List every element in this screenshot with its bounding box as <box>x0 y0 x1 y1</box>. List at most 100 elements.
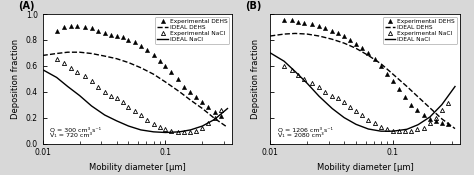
Experimental DEHS <box>157 60 163 62</box>
Experimental DEHS <box>433 120 439 122</box>
Experimental DEHS <box>200 101 205 103</box>
Experimental NaCl <box>120 101 126 103</box>
IDEAL NaCl <box>114 120 119 122</box>
Experimental DEHS <box>359 47 365 49</box>
Experimental NaCl <box>82 75 88 77</box>
IDEAL NaCl <box>40 69 46 71</box>
Line: Experimental DEHS: Experimental DEHS <box>282 18 450 126</box>
IDEAL DEHS <box>200 107 205 110</box>
Experimental NaCl <box>212 117 218 119</box>
IDEAL NaCl <box>77 94 82 97</box>
Experimental DEHS <box>289 19 295 22</box>
IDEAL NaCl <box>163 131 168 134</box>
IDEAL NaCl <box>188 129 193 131</box>
Experimental DEHS <box>89 27 94 29</box>
Text: Q = 300 cm³ s⁻¹
V₁ = 720 cm³: Q = 300 cm³ s⁻¹ V₁ = 720 cm³ <box>50 127 101 138</box>
Experimental NaCl <box>169 130 174 132</box>
Experimental NaCl <box>68 67 74 69</box>
Experimental NaCl <box>200 127 205 129</box>
IDEAL DEHS <box>188 99 193 101</box>
Experimental NaCl <box>193 130 199 132</box>
Experimental DEHS <box>310 23 315 25</box>
IDEAL DEHS <box>404 85 410 88</box>
Experimental NaCl <box>347 106 353 108</box>
X-axis label: Mobility diameter [μm]: Mobility diameter [μm] <box>317 163 413 172</box>
IDEAL DEHS <box>40 54 46 57</box>
Experimental NaCl <box>62 62 67 64</box>
Line: Experimental NaCl: Experimental NaCl <box>282 64 450 133</box>
IDEAL DEHS <box>282 33 287 35</box>
IDEAL NaCl <box>225 107 230 110</box>
IDEAL DEHS <box>65 51 71 53</box>
Experimental NaCl <box>365 119 371 121</box>
Experimental DEHS <box>132 41 137 44</box>
IDEAL DEHS <box>163 81 168 83</box>
IDEAL DEHS <box>102 55 108 57</box>
Line: Experimental DEHS: Experimental DEHS <box>55 24 223 118</box>
Experimental DEHS <box>175 78 181 80</box>
Experimental NaCl <box>402 130 408 132</box>
Experimental DEHS <box>439 122 445 124</box>
IDEAL NaCl <box>200 125 205 127</box>
Experimental NaCl <box>289 69 295 71</box>
IDEAL NaCl <box>404 128 410 130</box>
IDEAL NaCl <box>390 130 396 132</box>
Experimental DEHS <box>74 25 80 27</box>
Text: Q = 1206 cm³ s⁻¹
V₁ = 2080 cm³: Q = 1206 cm³ s⁻¹ V₁ = 2080 cm³ <box>278 127 333 138</box>
Experimental NaCl <box>108 94 114 97</box>
Experimental NaCl <box>54 58 60 60</box>
IDEAL NaCl <box>126 125 131 127</box>
Experimental DEHS <box>336 32 341 34</box>
Line: IDEAL DEHS: IDEAL DEHS <box>43 52 228 127</box>
IDEAL DEHS <box>378 63 384 65</box>
Experimental NaCl <box>427 122 433 124</box>
Experimental DEHS <box>62 26 67 28</box>
Experimental DEHS <box>322 27 328 29</box>
Experimental DEHS <box>282 19 287 22</box>
Experimental NaCl <box>409 130 414 132</box>
IDEAL NaCl <box>102 114 108 116</box>
Experimental DEHS <box>296 21 301 23</box>
Experimental DEHS <box>390 80 396 82</box>
Experimental DEHS <box>82 26 88 28</box>
Experimental NaCl <box>157 126 163 128</box>
IDEAL NaCl <box>292 71 298 73</box>
Experimental DEHS <box>218 115 224 117</box>
Experimental NaCl <box>181 131 187 133</box>
Experimental DEHS <box>102 32 108 34</box>
IDEAL DEHS <box>126 62 131 64</box>
Experimental NaCl <box>322 91 328 93</box>
IDEAL NaCl <box>415 124 421 126</box>
Line: IDEAL NaCl: IDEAL NaCl <box>43 70 228 132</box>
IDEAL NaCl <box>211 118 217 121</box>
Experimental NaCl <box>390 130 396 132</box>
Experimental DEHS <box>68 25 74 27</box>
IDEAL NaCl <box>316 95 322 97</box>
Experimental NaCl <box>433 117 439 119</box>
Y-axis label: Deposition fraction: Deposition fraction <box>251 39 260 119</box>
Experimental NaCl <box>282 65 287 67</box>
Experimental DEHS <box>409 104 414 106</box>
IDEAL DEHS <box>138 67 144 69</box>
IDEAL NaCl <box>138 129 144 131</box>
Experimental DEHS <box>193 96 199 98</box>
IDEAL DEHS <box>353 47 359 49</box>
IDEAL NaCl <box>353 123 359 125</box>
Experimental NaCl <box>95 85 100 88</box>
Experimental NaCl <box>316 85 322 88</box>
Experimental NaCl <box>439 109 445 111</box>
X-axis label: Mobility diameter [μm]: Mobility diameter [μm] <box>89 163 186 172</box>
Experimental DEHS <box>316 25 322 27</box>
Experimental NaCl <box>378 126 384 128</box>
IDEAL NaCl <box>439 104 445 106</box>
Experimental DEHS <box>353 43 359 45</box>
Experimental NaCl <box>336 97 341 99</box>
Line: IDEAL DEHS: IDEAL DEHS <box>270 33 455 129</box>
IDEAL DEHS <box>329 38 335 40</box>
Experimental NaCl <box>359 114 365 116</box>
Experimental DEHS <box>126 39 131 41</box>
Legend: Experimental DEHS, IDEAL DEHS, Experimental NaCl, IDEAL NaCl: Experimental DEHS, IDEAL DEHS, Experimen… <box>383 17 457 44</box>
IDEAL DEHS <box>211 117 217 119</box>
Experimental NaCl <box>372 122 378 124</box>
IDEAL NaCl <box>427 116 433 118</box>
